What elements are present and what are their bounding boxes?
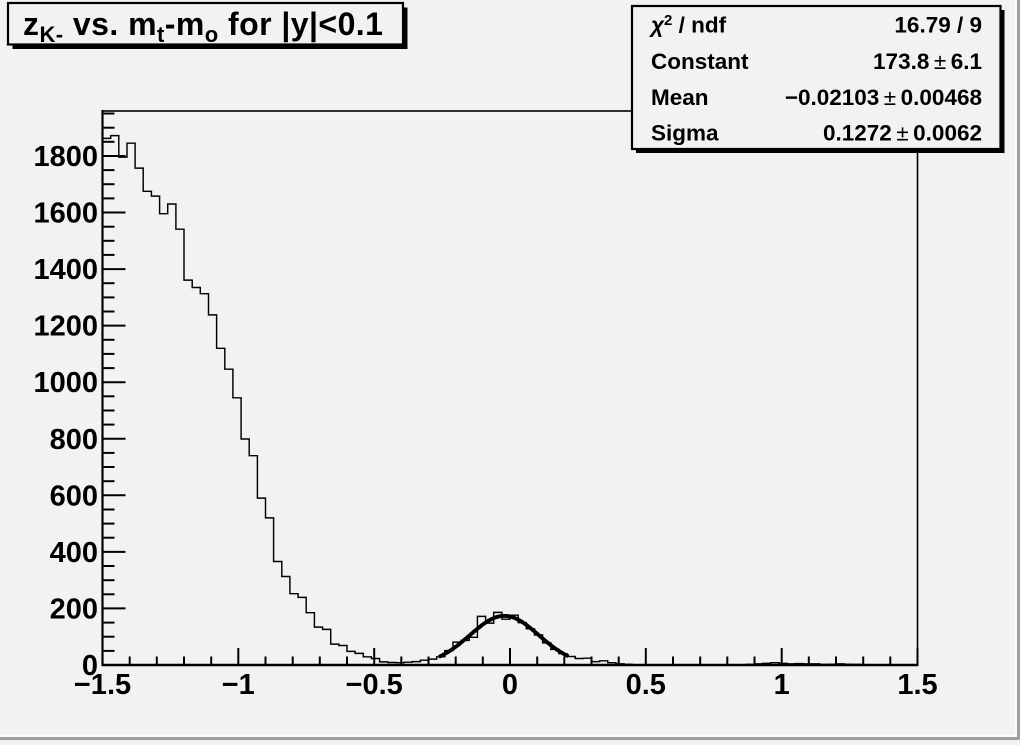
svg-text:zK- vs. mt-mo for |y|<0.1: zK- vs. mt-mo for |y|<0.1: [23, 6, 383, 47]
svg-text:1000: 1000: [33, 367, 98, 399]
svg-text:Mean: Mean: [651, 85, 709, 110]
svg-text:1: 1: [774, 669, 790, 701]
svg-text:400: 400: [50, 537, 98, 569]
svg-text:Sigma: Sigma: [651, 121, 719, 146]
svg-text:1.5: 1.5: [897, 669, 937, 701]
svg-text:0: 0: [82, 650, 98, 682]
svg-text:χ2 / ndf: χ2 / ndf: [649, 12, 727, 38]
svg-text:1400: 1400: [33, 254, 98, 286]
svg-text:−0.02103 ± 0.00468: −0.02103 ± 0.00468: [785, 85, 982, 110]
svg-text:16.79 / 9: 16.79 / 9: [894, 13, 982, 38]
svg-text:173.8 ± 6.1: 173.8 ± 6.1: [873, 49, 982, 74]
svg-text:0.1272 ± 0.0062: 0.1272 ± 0.0062: [823, 121, 982, 146]
svg-text:−1: −1: [222, 669, 255, 701]
svg-text:−0.5: −0.5: [346, 669, 403, 701]
svg-text:0: 0: [502, 669, 518, 701]
svg-text:600: 600: [50, 480, 98, 512]
svg-text:1600: 1600: [33, 198, 98, 230]
svg-text:0.5: 0.5: [626, 669, 666, 701]
svg-text:Constant: Constant: [651, 49, 749, 74]
svg-text:800: 800: [50, 424, 98, 456]
svg-text:−1.5: −1.5: [74, 669, 131, 701]
svg-text:1200: 1200: [33, 311, 98, 343]
svg-text:200: 200: [50, 593, 98, 625]
svg-text:1800: 1800: [33, 141, 98, 173]
